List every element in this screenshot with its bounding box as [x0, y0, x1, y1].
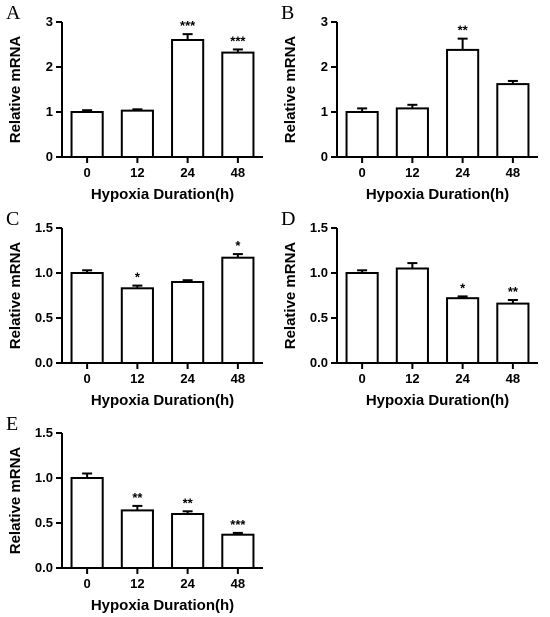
svg-text:1.5: 1.5: [35, 425, 53, 440]
panel-D: D 0.0 0.5 1.0 1.5 0 12 * 24 ** 48 Hypoxia Duration(…: [275, 206, 550, 412]
svg-text:0.5: 0.5: [35, 310, 53, 325]
x-axis-label: Hypoxia Duration(h): [91, 597, 234, 614]
bar: [447, 298, 478, 363]
svg-text:3: 3: [46, 14, 53, 29]
svg-text:0: 0: [321, 149, 328, 164]
svg-text:2: 2: [46, 59, 53, 74]
chart-A: 0123012***24***48Hypoxia Duration(h)Rela…: [0, 0, 275, 205]
svg-text:0.0: 0.0: [310, 355, 328, 370]
y-axis-label: Relative mRNA: [7, 36, 24, 144]
sig-marker: **: [183, 496, 194, 511]
bar: [122, 511, 153, 569]
chart-B: 0123012**2448Hypoxia Duration(h)Relative…: [275, 0, 550, 205]
panel-A: A0123012***24***48Hypoxia Duration(h)Rel…: [0, 0, 275, 206]
sig-marker: *: [135, 269, 141, 284]
svg-text:0.5: 0.5: [310, 310, 328, 325]
svg-text:24: 24: [180, 371, 195, 386]
x-axis-label: Hypoxia Duration(h): [366, 392, 509, 409]
svg-text:12: 12: [130, 165, 144, 180]
sig-marker: ***: [180, 18, 196, 33]
bar: [222, 257, 253, 362]
y-axis-label: Relative mRNA: [282, 241, 299, 349]
svg-text:0: 0: [84, 165, 91, 180]
bar: [397, 108, 428, 157]
svg-text:0: 0: [359, 371, 366, 386]
chart-C: 0.0 0.5 1.0 1.5 0 * 12 24 * 48 Hypoxia Duration(h)…: [0, 206, 275, 411]
bar: [172, 40, 203, 157]
svg-text:0: 0: [359, 165, 366, 180]
bar: [447, 50, 478, 157]
x-axis-label: Hypoxia Duration(h): [366, 186, 509, 203]
svg-text:1.0: 1.0: [310, 265, 328, 280]
svg-text:0: 0: [84, 371, 91, 386]
bar: [72, 273, 103, 363]
chart-E: 0.0 0.5 1.0 1.5 0 ** 12 ** 24 *** 48 Hypoxia Durati…: [0, 411, 275, 616]
bar: [347, 273, 378, 363]
svg-text:2: 2: [321, 59, 328, 74]
y-axis-label: Relative mRNA: [7, 447, 24, 555]
sig-marker: *: [235, 238, 241, 253]
bar: [72, 478, 103, 568]
bar: [122, 288, 153, 363]
svg-text:48: 48: [231, 371, 245, 386]
sig-marker: **: [508, 284, 519, 299]
sig-marker: ***: [230, 33, 246, 48]
svg-text:1.5: 1.5: [35, 220, 53, 235]
bar: [222, 53, 253, 157]
svg-text:12: 12: [405, 165, 419, 180]
x-axis-label: Hypoxia Duration(h): [91, 392, 234, 409]
svg-text:12: 12: [130, 371, 144, 386]
svg-text:0.0: 0.0: [35, 355, 53, 370]
x-axis-label: Hypoxia Duration(h): [91, 186, 234, 203]
panel-label-D: D: [281, 208, 295, 231]
y-axis-label: Relative mRNA: [282, 36, 299, 144]
svg-text:24: 24: [180, 165, 195, 180]
svg-text:48: 48: [231, 576, 245, 591]
svg-text:12: 12: [130, 576, 144, 591]
svg-text:48: 48: [506, 165, 520, 180]
panel-label-A: A: [6, 2, 20, 25]
sig-marker: **: [458, 23, 469, 38]
svg-text:48: 48: [506, 371, 520, 386]
bar: [397, 268, 428, 363]
svg-text:0: 0: [46, 149, 53, 164]
panel-B: B0123012**2448Hypoxia Duration(h)Relativ…: [275, 0, 550, 206]
panel-C: C 0.0 0.5 1.0 1.5 0 * 12 24 * 48 Hypoxia Duration(h…: [0, 206, 275, 412]
bar: [172, 282, 203, 363]
svg-text:12: 12: [405, 371, 419, 386]
svg-text:3: 3: [321, 14, 328, 29]
svg-text:1: 1: [46, 104, 53, 119]
sig-marker: **: [132, 490, 143, 505]
panel-label-C: C: [6, 208, 19, 231]
bar: [222, 535, 253, 568]
panel-label-E: E: [6, 413, 18, 436]
svg-text:0: 0: [84, 576, 91, 591]
sig-marker: *: [460, 280, 466, 295]
svg-text:0.0: 0.0: [35, 560, 53, 575]
bar: [497, 84, 528, 157]
sig-marker: ***: [230, 517, 246, 532]
panel-E: E 0.0 0.5 1.0 1.5 0 ** 12 ** 24 *** 48 Hypoxia Durat…: [0, 411, 275, 617]
svg-text:0.5: 0.5: [35, 515, 53, 530]
panel-label-B: B: [281, 2, 294, 25]
bar: [72, 112, 103, 157]
svg-text:24: 24: [455, 165, 470, 180]
svg-text:48: 48: [231, 165, 245, 180]
y-axis-label: Relative mRNA: [7, 241, 24, 349]
svg-text:24: 24: [455, 371, 470, 386]
bar: [347, 112, 378, 157]
bar: [172, 514, 203, 568]
svg-text:24: 24: [180, 576, 195, 591]
svg-text:1.0: 1.0: [35, 470, 53, 485]
chart-D: 0.0 0.5 1.0 1.5 0 12 * 24 ** 48 Hypoxia Duration(h…: [275, 206, 550, 411]
bar: [497, 303, 528, 362]
svg-text:1: 1: [321, 104, 328, 119]
svg-text:1.0: 1.0: [35, 265, 53, 280]
bar: [122, 111, 153, 157]
svg-text:1.5: 1.5: [310, 220, 328, 235]
